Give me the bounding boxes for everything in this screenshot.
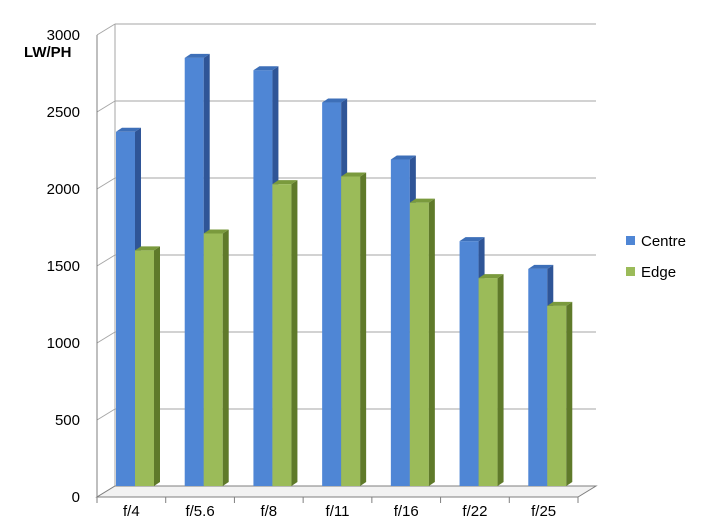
gridline-side — [96, 408, 116, 421]
bar-side — [360, 172, 367, 486]
y-tick-label: 2000 — [47, 181, 80, 198]
x-tick-label: f/22 — [462, 503, 487, 520]
bar-top — [341, 172, 367, 177]
x-tick-label: f/16 — [394, 503, 419, 520]
bar-front — [459, 241, 479, 486]
bar-edge — [135, 246, 160, 486]
bar-top — [272, 180, 298, 185]
bar-front — [253, 70, 273, 486]
bar-side — [428, 198, 435, 486]
chart-floor — [95, 485, 598, 498]
x-axis: f/4 f/5.6 f/8 f/11 f/16 f/22 f/25 — [96, 497, 579, 520]
bar-top — [135, 246, 160, 251]
bar-top — [184, 53, 210, 58]
x-tick-label: f/11 — [326, 503, 350, 520]
bar-edge — [478, 274, 504, 486]
bar-top — [528, 264, 554, 269]
bar-edge — [409, 198, 435, 486]
bar-side — [566, 301, 573, 486]
legend-label-centre: Centre — [641, 233, 686, 250]
bar-edge — [341, 172, 367, 486]
floor-plane — [95, 485, 598, 498]
bar-front — [478, 278, 498, 486]
bar-top — [322, 98, 348, 103]
x-tick-label: f/4 — [123, 503, 140, 520]
gridline-side — [96, 331, 116, 344]
bar-front — [547, 305, 567, 486]
y-tick-label: 0 — [72, 489, 80, 506]
bar-edge — [203, 229, 229, 486]
bar-front — [528, 268, 548, 486]
x-tick-label: f/5.6 — [185, 503, 214, 520]
bar-front — [322, 102, 342, 486]
bar-front — [341, 176, 361, 486]
bar-top — [547, 301, 573, 306]
gridline-side — [96, 23, 116, 36]
bar-top — [459, 237, 485, 242]
bar-front — [272, 184, 292, 486]
bar-top — [203, 229, 229, 234]
bar-edge — [272, 180, 298, 486]
y-tick-label: 500 — [55, 412, 80, 429]
legend-label-edge: Edge — [641, 264, 676, 281]
bar-edge — [547, 301, 573, 486]
bar-top — [478, 274, 504, 279]
bar-front — [116, 131, 135, 487]
bar-front — [203, 233, 223, 486]
y-tick-label: 2500 — [47, 104, 80, 121]
bar-front — [135, 250, 154, 486]
bars — [116, 53, 573, 487]
y-tick-label: 1500 — [47, 258, 80, 275]
bar-front — [409, 202, 429, 486]
x-tick-label: f/8 — [260, 503, 277, 520]
legend-swatch-centre — [626, 236, 635, 245]
y-axis-label: LW/PH — [24, 44, 72, 61]
gridline-side — [96, 177, 116, 190]
gridline-side — [96, 254, 116, 267]
gridline-side — [96, 100, 116, 113]
x-tick-label: f/25 — [531, 503, 556, 520]
bar-side — [497, 274, 504, 486]
y-axis: 0 500 1000 1500 2000 2500 3000 — [47, 27, 98, 506]
bar-top — [253, 66, 279, 71]
bar-side — [154, 246, 160, 486]
y-tick-label: 1000 — [47, 335, 80, 352]
bar-front — [184, 57, 204, 486]
bar-top — [409, 198, 435, 203]
legend-swatch-edge — [626, 267, 635, 276]
bar-top — [390, 155, 416, 160]
legend: Centre Edge — [626, 233, 686, 281]
bar-side — [222, 229, 229, 486]
y-tick-label: 3000 — [47, 27, 80, 44]
bar-top — [116, 127, 141, 132]
bar-side — [291, 180, 298, 486]
bar-front — [390, 159, 410, 486]
